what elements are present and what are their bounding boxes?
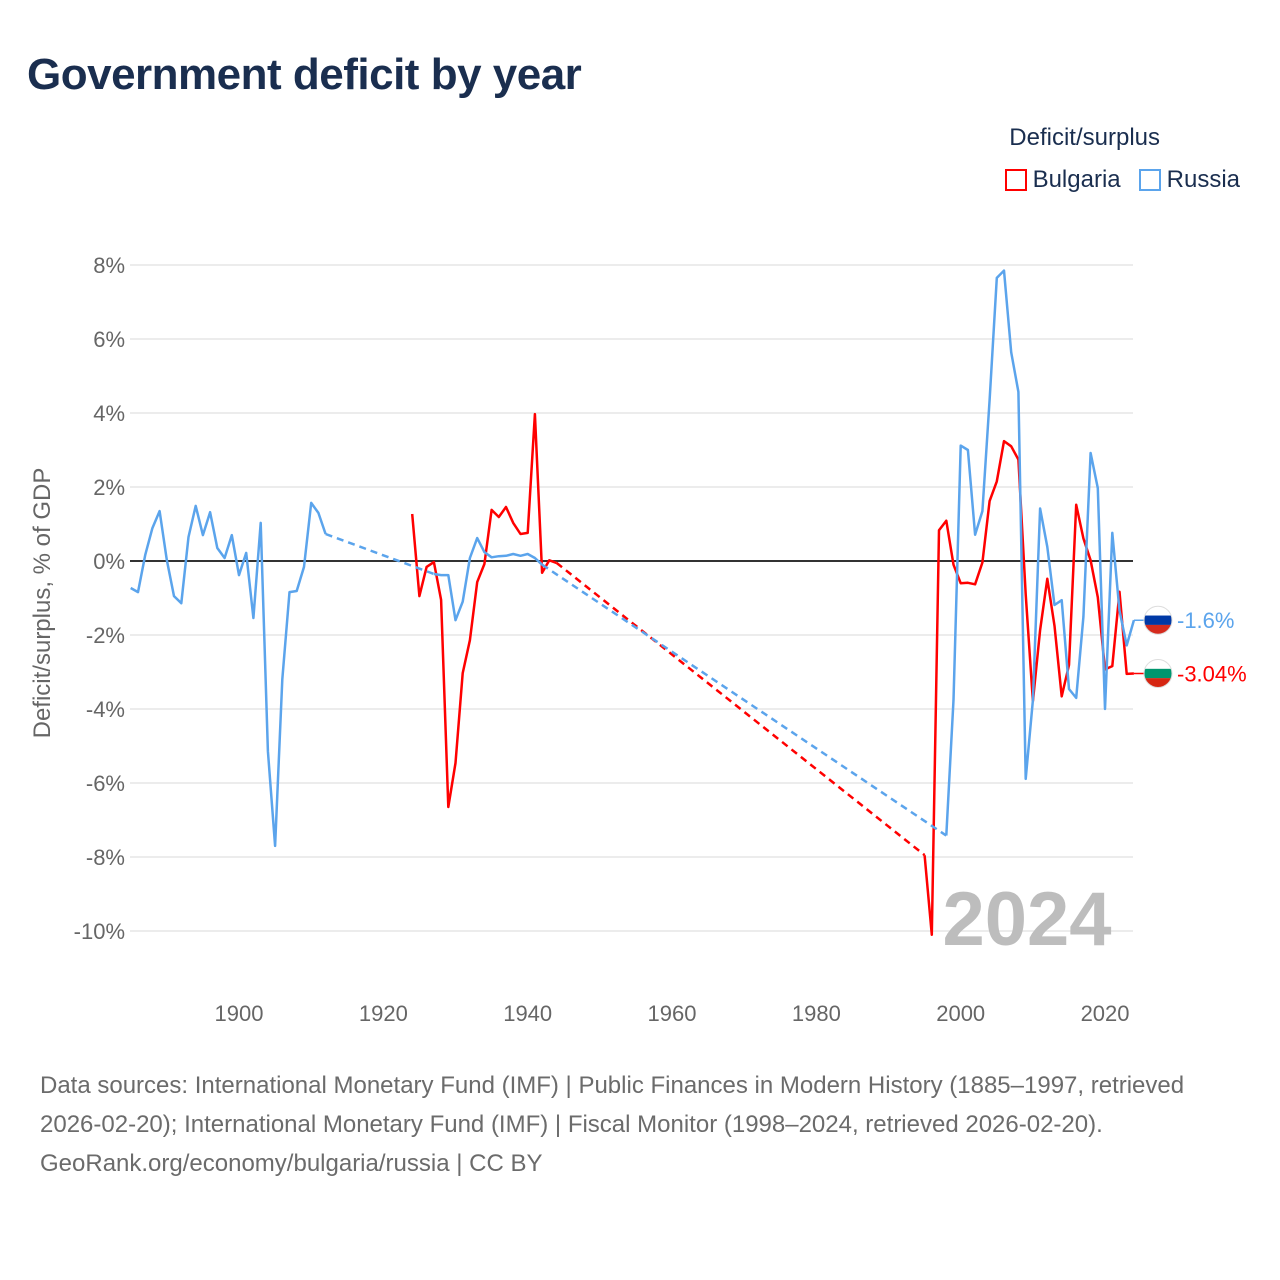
credit-link[interactable]: GeoRank.org/economy/bulgaria/russia | CC… [40,1150,543,1177]
bulgaria-flag-icon [1143,658,1173,688]
russia-flag-icon [1143,605,1173,635]
legend-label: Russia [1166,166,1240,193]
legend-label: Bulgaria [1032,166,1121,193]
russia-swatch [1138,169,1161,191]
y-tick-label: 0% [93,549,125,574]
bulgaria-gap-line [555,561,926,857]
russia-line [433,536,543,622]
y-tick-label: 2% [93,475,125,500]
y-tick-label: -4% [86,697,125,722]
footer: Data sources: International Monetary Fun… [40,1066,1240,1183]
year-watermark: 2024 [942,877,1111,962]
russia-line [130,501,327,848]
y-tick-label: 6% [93,327,125,352]
russia-gap-line [541,563,947,837]
russia-end-label: -1.6% [1177,608,1234,633]
x-tick-label: 2000 [936,1001,985,1026]
x-tick-label: 1920 [359,1001,408,1026]
bulgaria-swatch [1004,169,1027,191]
x-tick-label: 1980 [792,1001,841,1026]
y-tick-label: -2% [86,623,125,648]
y-tick-label: -10% [74,919,125,944]
legend-title: Deficit/surplus [1009,124,1160,151]
y-axis-label: Deficit/surplus, % of GDP [29,468,56,739]
russia-line [945,269,1136,836]
y-tick-label: -8% [86,845,125,870]
legend: Bulgaria Russia [1004,166,1240,194]
legend-item-russia[interactable]: Russia [1138,166,1240,194]
legend-item-bulgaria[interactable]: Bulgaria [1004,166,1121,194]
bulgaria-line [923,439,1134,936]
y-tick-label: -6% [86,771,125,796]
russia-gap-line [325,532,435,576]
y-tick-label: 8% [93,253,125,278]
y-tick-label: 4% [93,401,125,426]
bulgaria-line [410,412,557,809]
data-sources: Data sources: International Monetary Fun… [40,1072,1185,1138]
x-tick-label: 1940 [503,1001,552,1026]
x-tick-label: 1900 [215,1001,264,1026]
x-tick-label: 2020 [1081,1001,1130,1026]
x-tick-label: 1960 [648,1001,697,1026]
page-title: Government deficit by year [27,50,582,99]
bulgaria-end-label: -3.04% [1177,661,1247,686]
